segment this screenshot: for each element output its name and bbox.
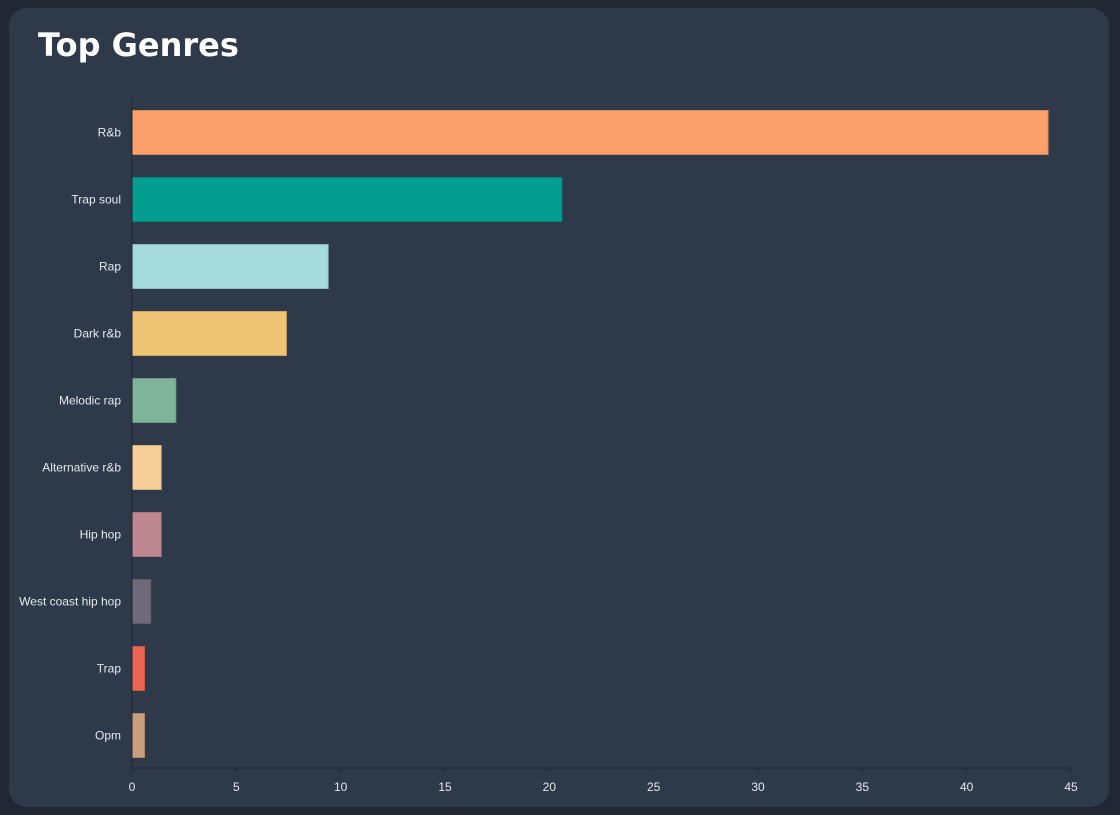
y-tick-label: Trap soul	[71, 193, 121, 207]
bar[interactable]	[131, 177, 563, 222]
bar[interactable]	[131, 110, 1049, 155]
x-tick-label: 20	[543, 780, 557, 794]
x-tick-label: 15	[438, 780, 452, 794]
x-tick-label: 5	[233, 780, 240, 794]
bars-layer	[131, 110, 1049, 758]
y-tick-label: Rap	[99, 260, 121, 274]
y-tick-label: R&b	[98, 126, 122, 140]
bar[interactable]	[131, 445, 162, 490]
bar[interactable]	[131, 378, 177, 423]
x-tick-label: 10	[334, 780, 348, 794]
y-tick-label: Hip hop	[80, 528, 122, 542]
chart-title: Top Genres	[38, 26, 239, 64]
bar[interactable]	[131, 713, 146, 758]
bar[interactable]	[131, 646, 146, 691]
bar[interactable]	[131, 512, 162, 557]
x-tick-label: 40	[960, 780, 974, 794]
y-tick-label: West coast hip hop	[19, 595, 121, 609]
y-tick-label: Trap	[97, 662, 122, 676]
bar[interactable]	[131, 244, 329, 289]
x-tick-label: 35	[856, 780, 870, 794]
bar[interactable]	[131, 311, 287, 356]
y-tick-label: Opm	[95, 729, 121, 743]
x-axis-labels: 0 5 10 15 20 25 30 35 40 45	[129, 768, 1078, 794]
y-tick-label: Dark r&b	[74, 327, 122, 341]
x-tick-label: 25	[647, 780, 661, 794]
y-tick-label: Melodic rap	[59, 394, 121, 408]
y-tick-label: Alternative r&b	[42, 461, 121, 475]
y-axis-labels: R&b Trap soul Rap Dark r&b Melodic rap Altern…	[19, 126, 121, 743]
bar[interactable]	[131, 579, 152, 624]
x-tick-label: 0	[129, 780, 136, 794]
x-tick-label: 45	[1064, 780, 1078, 794]
x-tick-label: 30	[751, 780, 765, 794]
